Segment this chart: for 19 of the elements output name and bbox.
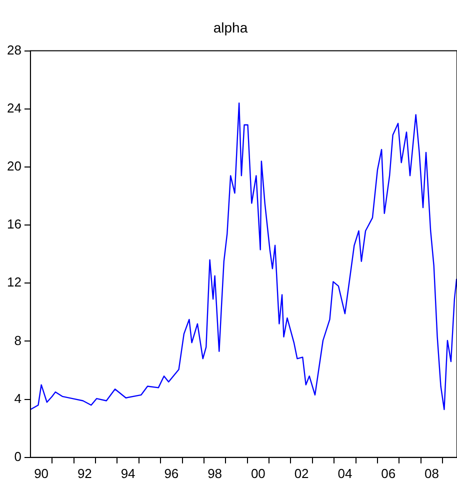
x-tick-label: 06 (381, 466, 396, 481)
y-tick-label: 16 (6, 216, 22, 232)
x-tick-label: 96 (164, 466, 179, 481)
y-tick-label: 20 (6, 158, 22, 174)
y-tick-label: 8 (14, 332, 22, 348)
y-tick-label: 4 (14, 390, 22, 406)
y-tick-label: 28 (6, 42, 22, 58)
x-tick-label: 90 (34, 466, 49, 481)
x-tick-label: 92 (77, 466, 92, 481)
x-tick-label: 08 (424, 466, 439, 481)
chart-title: alpha (213, 19, 248, 36)
x-tick-label: 94 (120, 466, 136, 481)
x-tick-label: 98 (208, 466, 222, 481)
y-tick-label: 0 (14, 448, 22, 464)
y-tick-label: 12 (6, 274, 22, 290)
x-tick-label: 02 (294, 466, 309, 481)
x-tick-label: 04 (338, 466, 352, 481)
y-tick-label: 24 (6, 100, 22, 116)
x-tick-label: 00 (250, 466, 266, 481)
